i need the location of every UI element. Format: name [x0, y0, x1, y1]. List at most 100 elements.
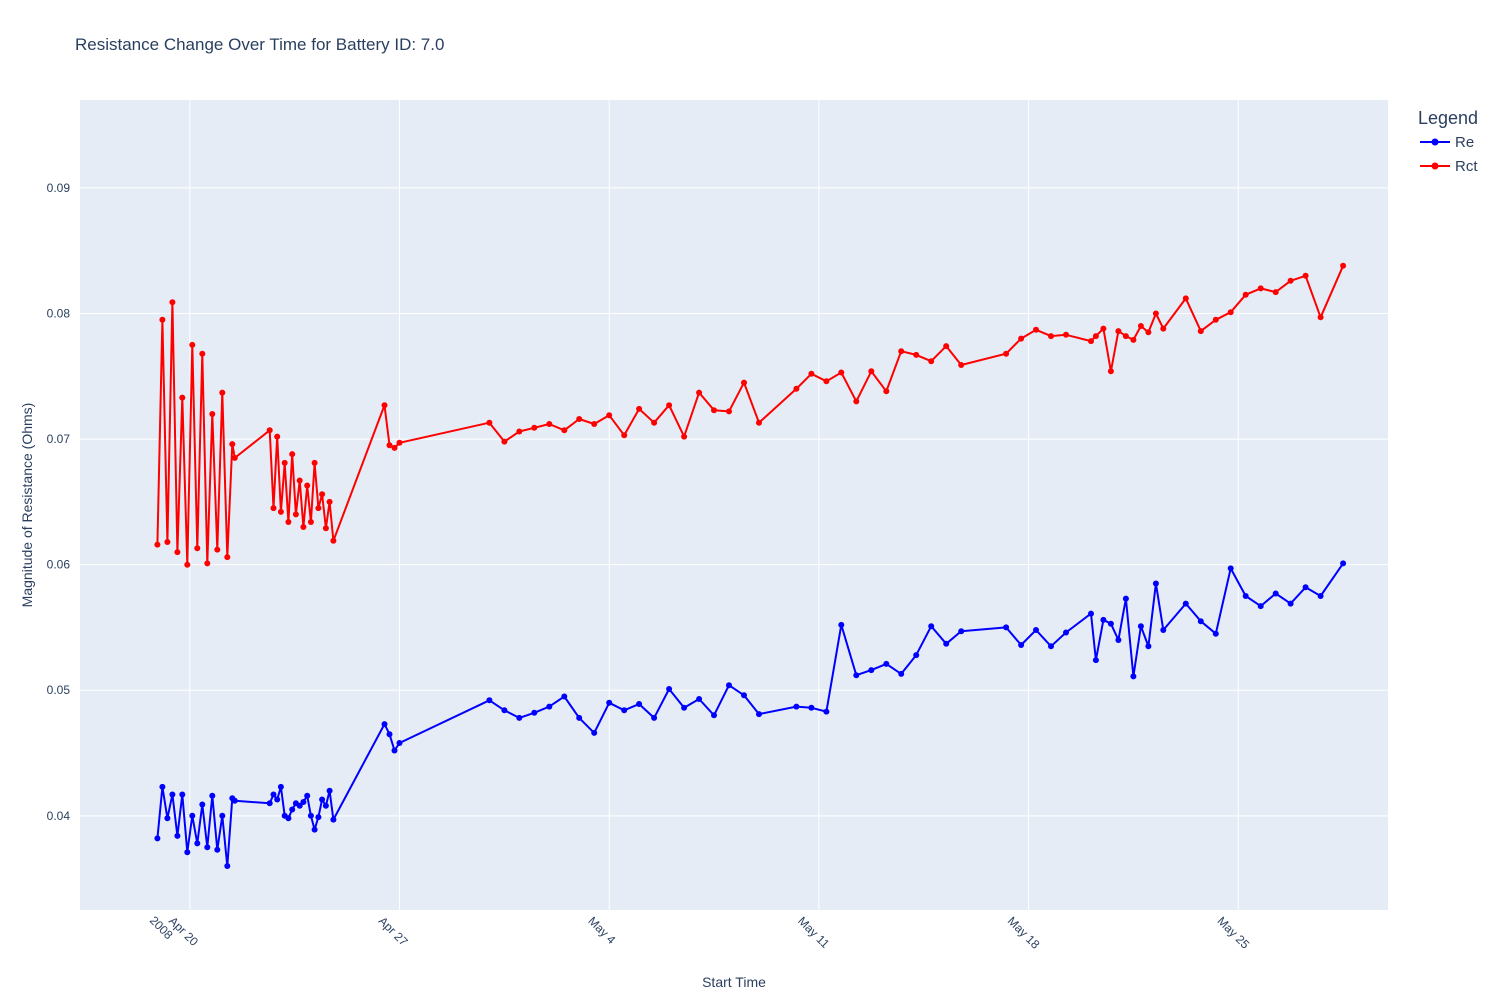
data-point-rct — [330, 537, 337, 544]
data-point-rct — [159, 316, 166, 323]
data-point-rct — [651, 419, 658, 426]
data-point-re — [636, 701, 643, 707]
data-point-rct — [289, 451, 296, 458]
data-point-re — [726, 682, 732, 689]
data-point-re — [1197, 618, 1204, 625]
data-point-rct — [326, 498, 333, 505]
data-point-rct — [381, 402, 388, 409]
data-point-rct — [1088, 338, 1094, 345]
data-point-re — [1122, 595, 1129, 602]
data-point-rct — [1212, 316, 1219, 323]
data-point-re — [174, 832, 181, 839]
data-point-re — [576, 714, 583, 721]
data-point-rct — [838, 369, 845, 376]
data-point-re — [300, 799, 307, 805]
data-point-re — [1302, 584, 1309, 591]
data-point-rct — [1063, 331, 1069, 338]
data-point-re — [1063, 629, 1069, 636]
data-point-re — [1107, 620, 1114, 627]
data-point-rct — [1340, 262, 1347, 269]
data-point-rct — [1160, 325, 1167, 332]
plot-background — [80, 100, 1388, 910]
chart-title: Resistance Change Over Time for Battery … — [75, 35, 444, 54]
data-point-rct — [1145, 329, 1152, 336]
legend[interactable]: Legend Re Rct — [1418, 108, 1478, 175]
data-point-rct — [179, 394, 186, 401]
legend-title: Legend — [1418, 108, 1478, 128]
data-point-re — [189, 812, 196, 819]
data-point-re — [219, 812, 226, 819]
legend-swatch-marker — [1431, 162, 1439, 170]
data-point-rct — [169, 299, 176, 306]
data-point-rct — [853, 398, 860, 405]
data-point-re — [486, 697, 493, 704]
legend-item-re[interactable]: Re — [1420, 134, 1474, 151]
data-point-rct — [154, 541, 161, 548]
data-point-rct — [898, 348, 905, 355]
data-point-rct — [231, 454, 238, 461]
data-point-re — [606, 699, 613, 706]
data-point-rct — [304, 482, 311, 489]
data-point-re — [928, 623, 935, 630]
data-point-re — [621, 707, 628, 714]
data-point-rct — [1317, 314, 1324, 321]
data-point-rct — [224, 554, 231, 561]
data-point-re — [958, 628, 965, 635]
data-point-re — [1033, 627, 1039, 633]
legend-swatch-marker — [1431, 138, 1439, 146]
data-point-rct — [1100, 325, 1107, 332]
data-point-re — [231, 797, 238, 804]
data-point-rct — [300, 524, 307, 530]
data-point-re — [164, 815, 171, 822]
data-point-re — [381, 721, 388, 728]
data-point-re — [651, 714, 658, 721]
data-point-rct — [1197, 328, 1204, 335]
data-point-rct — [219, 389, 226, 396]
data-point-rct — [1257, 285, 1264, 292]
data-point-re — [209, 792, 216, 799]
data-point-re — [823, 708, 830, 715]
data-point-rct — [311, 459, 318, 466]
data-point-re — [1317, 593, 1324, 599]
data-point-re — [1130, 673, 1137, 680]
data-point-re — [868, 667, 875, 674]
data-point-re — [793, 703, 800, 710]
legend-item-rct[interactable]: Rct — [1420, 158, 1478, 175]
data-point-rct — [808, 370, 815, 377]
data-point-rct — [1287, 277, 1294, 284]
data-point-re — [270, 791, 277, 798]
data-point-rct — [793, 385, 800, 392]
data-point-re — [1257, 603, 1264, 610]
legend-label-re: Re — [1455, 134, 1474, 151]
data-point-rct — [516, 428, 523, 435]
data-point-re — [741, 692, 747, 699]
data-point-re — [296, 802, 303, 809]
y-axis-label: Magnitude of Resistance (Ohms) — [19, 403, 35, 608]
data-point-re — [591, 729, 598, 736]
data-point-re — [681, 704, 688, 711]
y-tick-label: 0.07 — [47, 432, 71, 446]
data-point-re — [184, 849, 191, 856]
data-point-re — [214, 846, 221, 853]
data-point-rct — [1033, 326, 1039, 333]
data-point-re — [666, 686, 673, 692]
data-point-rct — [229, 441, 236, 448]
data-point-re — [224, 863, 231, 869]
data-point-rct — [386, 442, 393, 449]
y-tick-label: 0.09 — [47, 181, 71, 195]
data-point-rct — [1092, 333, 1099, 340]
data-point-rct — [164, 539, 171, 545]
data-point-rct — [711, 407, 717, 414]
data-point-re — [194, 840, 201, 847]
data-point-rct — [681, 433, 688, 440]
data-point-rct — [189, 341, 196, 348]
data-point-re — [169, 791, 176, 798]
data-point-re — [1115, 637, 1122, 643]
data-point-rct — [270, 505, 277, 512]
data-point-rct — [292, 511, 299, 518]
data-point-re — [326, 787, 333, 794]
data-point-rct — [913, 351, 920, 358]
data-point-rct — [621, 432, 628, 439]
data-point-rct — [1018, 335, 1025, 342]
data-point-rct — [606, 412, 613, 419]
